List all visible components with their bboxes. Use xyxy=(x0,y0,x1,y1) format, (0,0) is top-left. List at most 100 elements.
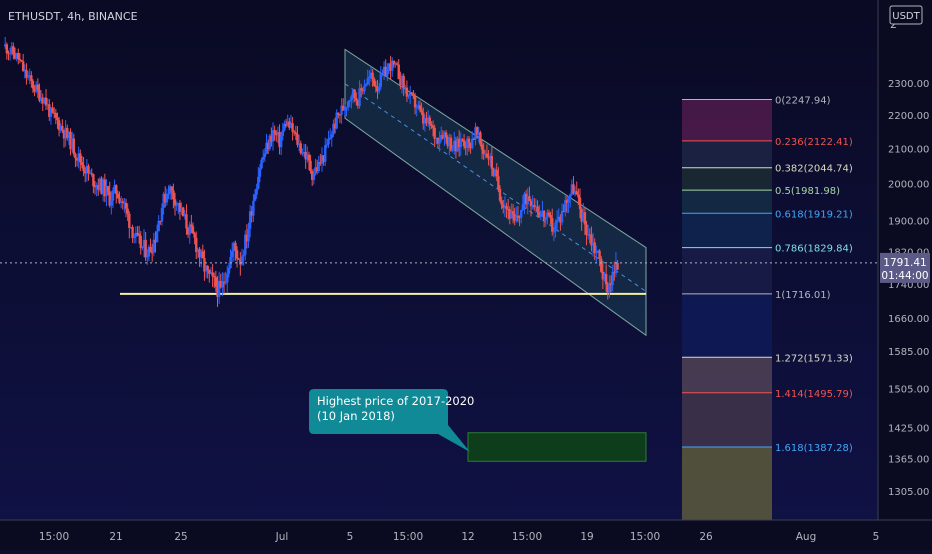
candle-body xyxy=(472,138,476,140)
candle-body xyxy=(141,246,144,249)
fib-zone xyxy=(682,213,772,248)
candle-body xyxy=(428,117,431,125)
candle-body xyxy=(418,105,422,110)
candle-body xyxy=(471,138,474,149)
price-tick-label: 1305.00 xyxy=(888,487,929,498)
candle-body xyxy=(502,204,505,208)
candle-body xyxy=(536,206,539,213)
candle-body xyxy=(417,105,420,107)
candle-body xyxy=(224,282,227,284)
candle-body xyxy=(506,208,510,210)
candle-body xyxy=(270,135,273,142)
fib-zone xyxy=(682,357,772,393)
candle-body xyxy=(498,188,502,201)
candle-body xyxy=(221,281,224,288)
candle-body xyxy=(253,194,257,201)
candle-body xyxy=(572,184,575,194)
fib-zone xyxy=(682,293,772,358)
price-tick-label: 2000.00 xyxy=(888,180,929,191)
candle-body xyxy=(95,185,98,187)
candle-body xyxy=(139,235,142,249)
candle-body xyxy=(613,271,616,274)
candle-body xyxy=(593,242,596,254)
candle-body xyxy=(279,135,283,148)
candle-body xyxy=(490,156,494,169)
candle-body xyxy=(177,202,180,205)
candle-body xyxy=(268,135,271,150)
candle-body xyxy=(426,117,430,124)
candle-body xyxy=(88,173,92,175)
candle-body xyxy=(293,131,296,133)
candle-body xyxy=(90,173,93,175)
candle-body xyxy=(569,194,572,199)
candle-body xyxy=(26,76,30,78)
currency-badge[interactable] xyxy=(889,5,923,25)
candle-body xyxy=(70,138,74,150)
candle-body xyxy=(495,169,498,177)
candle-body xyxy=(110,200,113,206)
candle-body xyxy=(226,273,229,283)
candle-body xyxy=(559,216,562,223)
time-tick-label: 26 xyxy=(699,531,713,543)
candle-body xyxy=(242,254,245,257)
candle-body xyxy=(306,154,309,160)
candle-body xyxy=(521,204,525,210)
candle-body xyxy=(105,186,108,197)
candle-body xyxy=(198,249,201,258)
candle-body xyxy=(101,179,105,194)
candle-body xyxy=(52,112,56,114)
candle-body xyxy=(358,88,361,107)
fib-level-label: 0.618(1919.21) xyxy=(775,209,853,220)
candle-body xyxy=(146,256,149,258)
price-tick-label: 1900.00 xyxy=(888,217,929,228)
candle-body xyxy=(361,90,365,92)
candle-body xyxy=(137,234,141,236)
price-tick-label: 1660.00 xyxy=(888,314,929,325)
candle-body xyxy=(186,228,190,235)
candle-body xyxy=(332,123,335,135)
candle-body xyxy=(283,124,286,131)
candle-body xyxy=(217,280,221,297)
fib-level-label: 0(2247.94) xyxy=(775,95,831,106)
candle-body xyxy=(206,265,209,270)
candle-body xyxy=(286,121,289,126)
candle-body xyxy=(582,212,585,222)
candle-body xyxy=(193,233,196,238)
candle-body xyxy=(583,212,587,225)
time-axis[interactable]: 15:00 21 25 Jul 5 15:00 12 15:00 19 15:00 26 Aug 5 xyxy=(0,519,932,550)
fib-zone xyxy=(682,190,772,214)
candle-body xyxy=(511,211,515,215)
candle-body xyxy=(288,121,291,128)
candle-body xyxy=(381,73,384,75)
candle-body xyxy=(549,215,552,219)
candle-body xyxy=(580,208,583,222)
candle-body xyxy=(178,202,182,212)
candle-body xyxy=(260,159,263,169)
candle-body xyxy=(562,211,565,213)
candle-body xyxy=(440,135,443,140)
price-axis[interactable]: 2300.002200.002100.002000.001900.001820.… xyxy=(877,0,932,550)
candle-body xyxy=(56,117,59,121)
candle-body xyxy=(570,184,574,195)
candle-body xyxy=(431,125,435,128)
candle-body xyxy=(149,246,152,253)
candle-body xyxy=(531,205,534,207)
fib-level-label: 0.382(2044.74) xyxy=(775,164,853,175)
annotation-callout[interactable]: Highest price of 2017-2020 (10 Jan 2018) xyxy=(309,389,474,452)
candle-body xyxy=(85,165,89,174)
fibonacci-retracement[interactable] xyxy=(682,98,772,520)
candle-body xyxy=(438,139,441,144)
highlight-zone[interactable] xyxy=(467,432,647,462)
candle-body xyxy=(466,138,469,148)
candle-body xyxy=(343,108,347,111)
candle-body xyxy=(144,239,147,258)
candle-body xyxy=(505,206,508,209)
candle-body xyxy=(395,63,399,65)
candle-body xyxy=(191,226,195,234)
candle-body xyxy=(451,148,454,151)
candle-body xyxy=(79,153,82,163)
descending-channel[interactable] xyxy=(344,48,647,337)
callout-line-2: (10 Jan 2018) xyxy=(317,409,395,423)
candle-body xyxy=(124,202,128,209)
